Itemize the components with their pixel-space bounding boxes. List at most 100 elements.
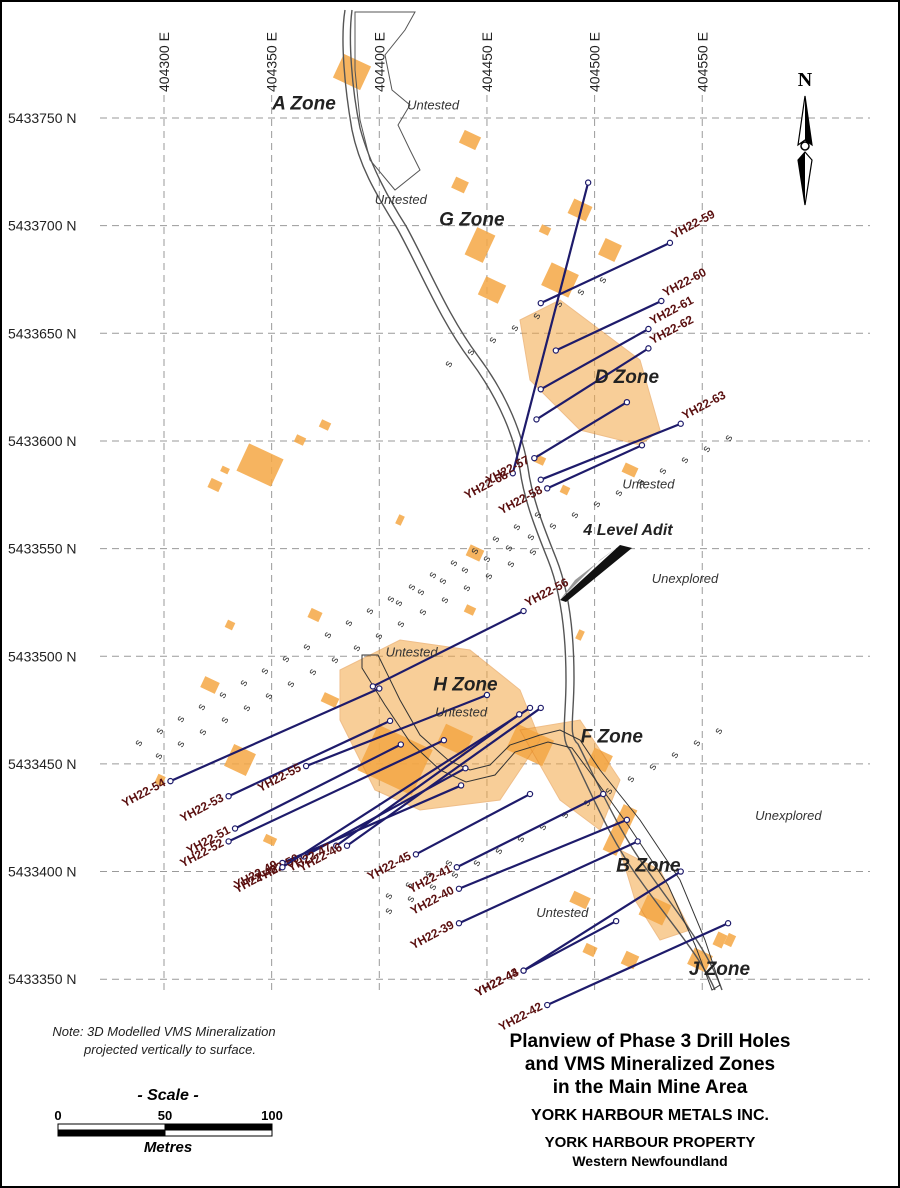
strike-symbol-40: s bbox=[426, 881, 439, 892]
scale-tick-0: 0 bbox=[54, 1108, 61, 1123]
strike-symbol-9: s bbox=[321, 629, 334, 640]
zone-label-1: G Zone bbox=[439, 210, 505, 231]
mineral-body-24 bbox=[602, 804, 638, 856]
drill-hole-collar-YH22-68 bbox=[509, 470, 516, 477]
scale-tick-100: 100 bbox=[261, 1108, 283, 1123]
strike-symbol-74: s bbox=[568, 509, 581, 520]
northing-label-6: 5433450 N bbox=[8, 756, 77, 772]
mineral-body-18 bbox=[224, 744, 256, 776]
mineral-body-14 bbox=[395, 514, 405, 526]
strike-symbol-29: s bbox=[350, 642, 363, 653]
drill-hole-trace-YH22-56 bbox=[372, 610, 525, 688]
drill-hole-end-YH22-39 bbox=[634, 838, 641, 845]
northing-label-5: 5433500 N bbox=[8, 648, 77, 664]
drill-hole-end-YH22-61 bbox=[645, 325, 652, 333]
strike-symbol-66: s bbox=[392, 597, 405, 608]
strike-symbol-11: s bbox=[363, 605, 376, 616]
area-label-5: Untested bbox=[435, 705, 488, 720]
strike-symbol-69: s bbox=[458, 564, 471, 575]
mineral-mesh-3 bbox=[619, 849, 691, 941]
strike-symbol-64: s bbox=[574, 286, 587, 297]
strike-symbol-44: s bbox=[514, 833, 527, 844]
drill-hole-end-YH22-40 bbox=[623, 816, 631, 824]
area-label-7: Untested bbox=[536, 905, 589, 920]
drill-hole-collar-YH22-40 bbox=[455, 885, 463, 892]
strike-symbol-22: s bbox=[196, 726, 209, 737]
strike-symbol-31: s bbox=[394, 618, 407, 629]
strike-symbol-67: s bbox=[414, 586, 427, 597]
strike-symbol-61: s bbox=[508, 322, 521, 333]
zone-label-2: D Zone bbox=[595, 367, 660, 388]
drill-hole-collar-YH22-63 bbox=[537, 476, 544, 483]
drill-hole-collar-YH22-54 bbox=[167, 777, 174, 785]
mineral-body-16 bbox=[224, 619, 236, 631]
strike-symbol-77: s bbox=[634, 476, 647, 487]
drill-hole-collar-YH22-39 bbox=[455, 920, 463, 927]
note-line-1: Note: 3D Modelled VMS Mineralization bbox=[52, 1024, 275, 1039]
strike-symbol-73: s bbox=[546, 520, 559, 531]
strike-symbol-52: s bbox=[690, 737, 703, 748]
area-label-3: Unexplored bbox=[652, 571, 719, 586]
easting-label-1: 404350 E bbox=[264, 32, 280, 92]
strike-symbol-78: s bbox=[656, 465, 669, 476]
drill-hole-collar-YH22-44 bbox=[520, 967, 527, 974]
drill-hole-collar-YH22-47 bbox=[333, 842, 340, 849]
strike-symbol-72: s bbox=[524, 531, 537, 542]
drill-hole-trace-YH22-59 bbox=[540, 241, 671, 305]
strike-symbol-63: s bbox=[552, 298, 565, 309]
easting-label-3: 404450 E bbox=[479, 32, 495, 92]
drill-hole-end-YH22-44 bbox=[677, 868, 684, 875]
drill-hole-collar-YH22-46 bbox=[343, 842, 351, 849]
strike-symbol-2: s bbox=[174, 713, 187, 724]
drill-hole-trace-YH22-62 bbox=[535, 347, 650, 421]
vms-mineralization bbox=[154, 53, 737, 973]
drill-hole-end-YH22-59 bbox=[666, 239, 674, 247]
drill-hole-end-YH22-41 bbox=[600, 790, 607, 798]
drill-hole-end-YH22-43 bbox=[612, 917, 620, 925]
drill-hole-collar-YH22-48 bbox=[279, 864, 286, 871]
scale-tick-50: 50 bbox=[158, 1108, 172, 1123]
property-name: YORK HARBOUR PROPERTY bbox=[545, 1134, 756, 1151]
mineral-body-11 bbox=[293, 434, 307, 446]
zone-label-0: A Zone bbox=[271, 93, 336, 114]
strike-symbol-51: s bbox=[668, 749, 681, 760]
strike-symbol-45: s bbox=[536, 821, 549, 832]
strike-symbol-42: s bbox=[470, 857, 483, 868]
drill-hole-collar-YH22-42 bbox=[544, 1001, 551, 1009]
strike-symbol-1: s bbox=[153, 725, 166, 736]
strike-symbol-68: s bbox=[436, 575, 449, 586]
mineral-body-39 bbox=[712, 931, 728, 949]
drill-hole-trace-YH22-41 bbox=[456, 793, 604, 869]
adit-arrow bbox=[560, 545, 632, 602]
drill-hole-trace-YH22-40 bbox=[458, 818, 628, 890]
mineral-body-2 bbox=[451, 176, 469, 194]
strike-symbol-30: s bbox=[372, 630, 385, 641]
drill-hole-collar-YH22-62 bbox=[533, 416, 540, 423]
strike-symbol-41: s bbox=[448, 869, 461, 880]
drill-hole-end-YH22-47 bbox=[516, 711, 523, 718]
strike-symbol-33: s bbox=[438, 594, 451, 605]
drill-hole-collar-YH22-59 bbox=[537, 299, 544, 307]
northing-label-0: 5433750 N bbox=[8, 110, 77, 126]
mineral-body-7 bbox=[598, 238, 622, 262]
drill-hole-end-YH22-68 bbox=[584, 179, 592, 186]
map-labels: A Zone G Zone D Zone H Zone F Zone B Zone J Zo… bbox=[271, 93, 822, 980]
mineral-body-34 bbox=[262, 833, 278, 847]
mineral-body-28 bbox=[569, 890, 591, 910]
drill-hole-collar-YH22-53 bbox=[225, 792, 232, 800]
mineral-body-32 bbox=[320, 692, 340, 708]
drill-hole-collar-YH22-52 bbox=[225, 838, 232, 845]
northing-label-2: 5433650 N bbox=[8, 325, 77, 341]
drill-hole-end-YH22-60 bbox=[658, 297, 665, 305]
easting-label-5: 404550 E bbox=[694, 32, 710, 92]
drill-hole-end-YH22-55 bbox=[483, 691, 491, 699]
zone-label-5: B Zone bbox=[616, 856, 681, 877]
strike-symbol-25: s bbox=[262, 690, 275, 701]
strike-symbol-79: s bbox=[678, 454, 691, 465]
note-line-2: projected vertically to surface. bbox=[83, 1042, 256, 1057]
strike-symbol-17: s bbox=[489, 533, 502, 544]
mineral-body-12 bbox=[318, 419, 332, 431]
strike-symbol-70: s bbox=[480, 553, 493, 564]
north-arrow-needle-half-bottom bbox=[798, 152, 805, 205]
underground-workings bbox=[361, 654, 721, 991]
